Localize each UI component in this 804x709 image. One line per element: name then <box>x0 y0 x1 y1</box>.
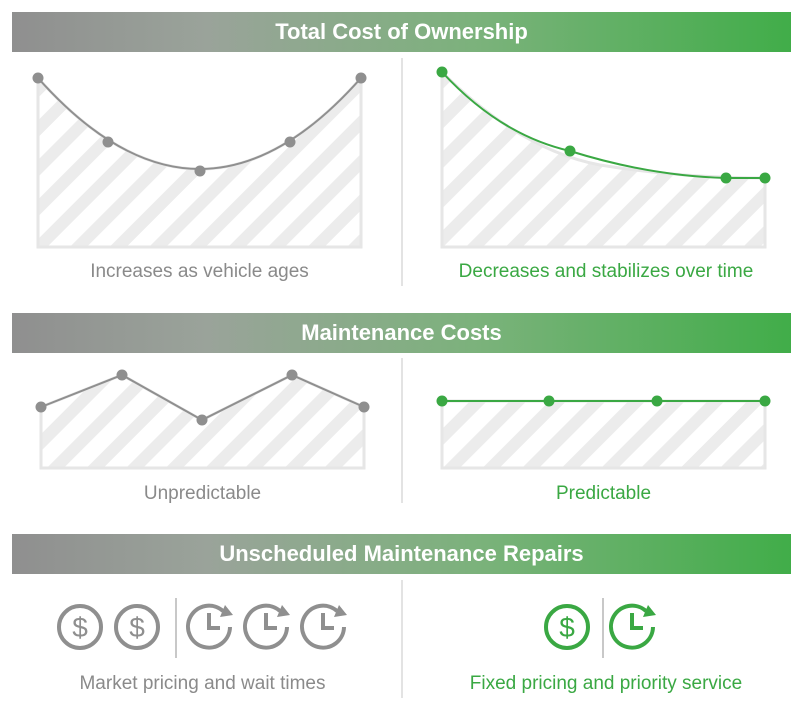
chart-point <box>194 165 206 177</box>
chart-point <box>32 72 44 84</box>
chart-point <box>196 414 208 426</box>
chart-maintenance-right <box>436 395 771 470</box>
chart-point <box>543 395 555 407</box>
chart-maintenance-left <box>35 369 370 470</box>
section-divider <box>401 580 403 698</box>
chart-point <box>436 66 448 78</box>
banner-maintenance-costs: Maintenance Costs <box>12 313 791 353</box>
chart-point <box>116 369 128 381</box>
caption-tco-left: Increases as vehicle ages <box>90 261 309 282</box>
caption-maintenance-left: Unpredictable <box>143 483 262 504</box>
chart-point <box>720 172 732 184</box>
chart-point <box>759 172 771 184</box>
svg-text:$: $ <box>559 612 575 643</box>
svg-text:$: $ <box>129 612 145 643</box>
chart-tco-right <box>436 66 771 249</box>
chart-point <box>102 136 114 148</box>
banner-title: Maintenance Costs <box>301 320 502 345</box>
svg-text:$: $ <box>72 612 88 643</box>
banner-unscheduled-repairs: Unscheduled Maintenance Repairs <box>12 534 791 574</box>
chart-tco-left <box>32 72 367 249</box>
banner-title: Total Cost of Ownership <box>275 19 528 44</box>
dollar-icon: $ <box>544 604 590 650</box>
icons-left: $ $ <box>57 598 347 658</box>
chart-point <box>759 395 771 407</box>
banner-total-cost: Total Cost of Ownership <box>12 12 791 52</box>
caption-maintenance-right: Predictable <box>555 483 652 504</box>
icons-right: $ <box>544 598 656 658</box>
chart-point <box>358 401 370 413</box>
clock-icon <box>186 603 233 650</box>
chart-point <box>355 72 367 84</box>
chart-point <box>35 401 47 413</box>
chart-area <box>36 74 363 249</box>
banner-title: Unscheduled Maintenance Repairs <box>219 541 584 566</box>
caption-repairs-right: Fixed pricing and priority service <box>469 673 743 694</box>
caption-tco-right: Decreases and stabilizes over time <box>458 261 754 282</box>
section-divider <box>401 58 403 286</box>
clock-icon <box>243 603 290 650</box>
clock-icon <box>609 603 656 650</box>
chart-point <box>564 145 576 157</box>
chart-point <box>651 395 663 407</box>
section-divider <box>401 358 403 503</box>
chart-point <box>436 395 448 407</box>
caption-repairs-left: Market pricing and wait times <box>79 673 326 694</box>
chart-point <box>286 369 298 381</box>
clock-icon <box>300 603 347 650</box>
dollar-icon: $ <box>57 604 103 650</box>
chart-point <box>284 136 296 148</box>
dollar-icon: $ <box>114 604 160 650</box>
chart-area <box>440 399 767 470</box>
